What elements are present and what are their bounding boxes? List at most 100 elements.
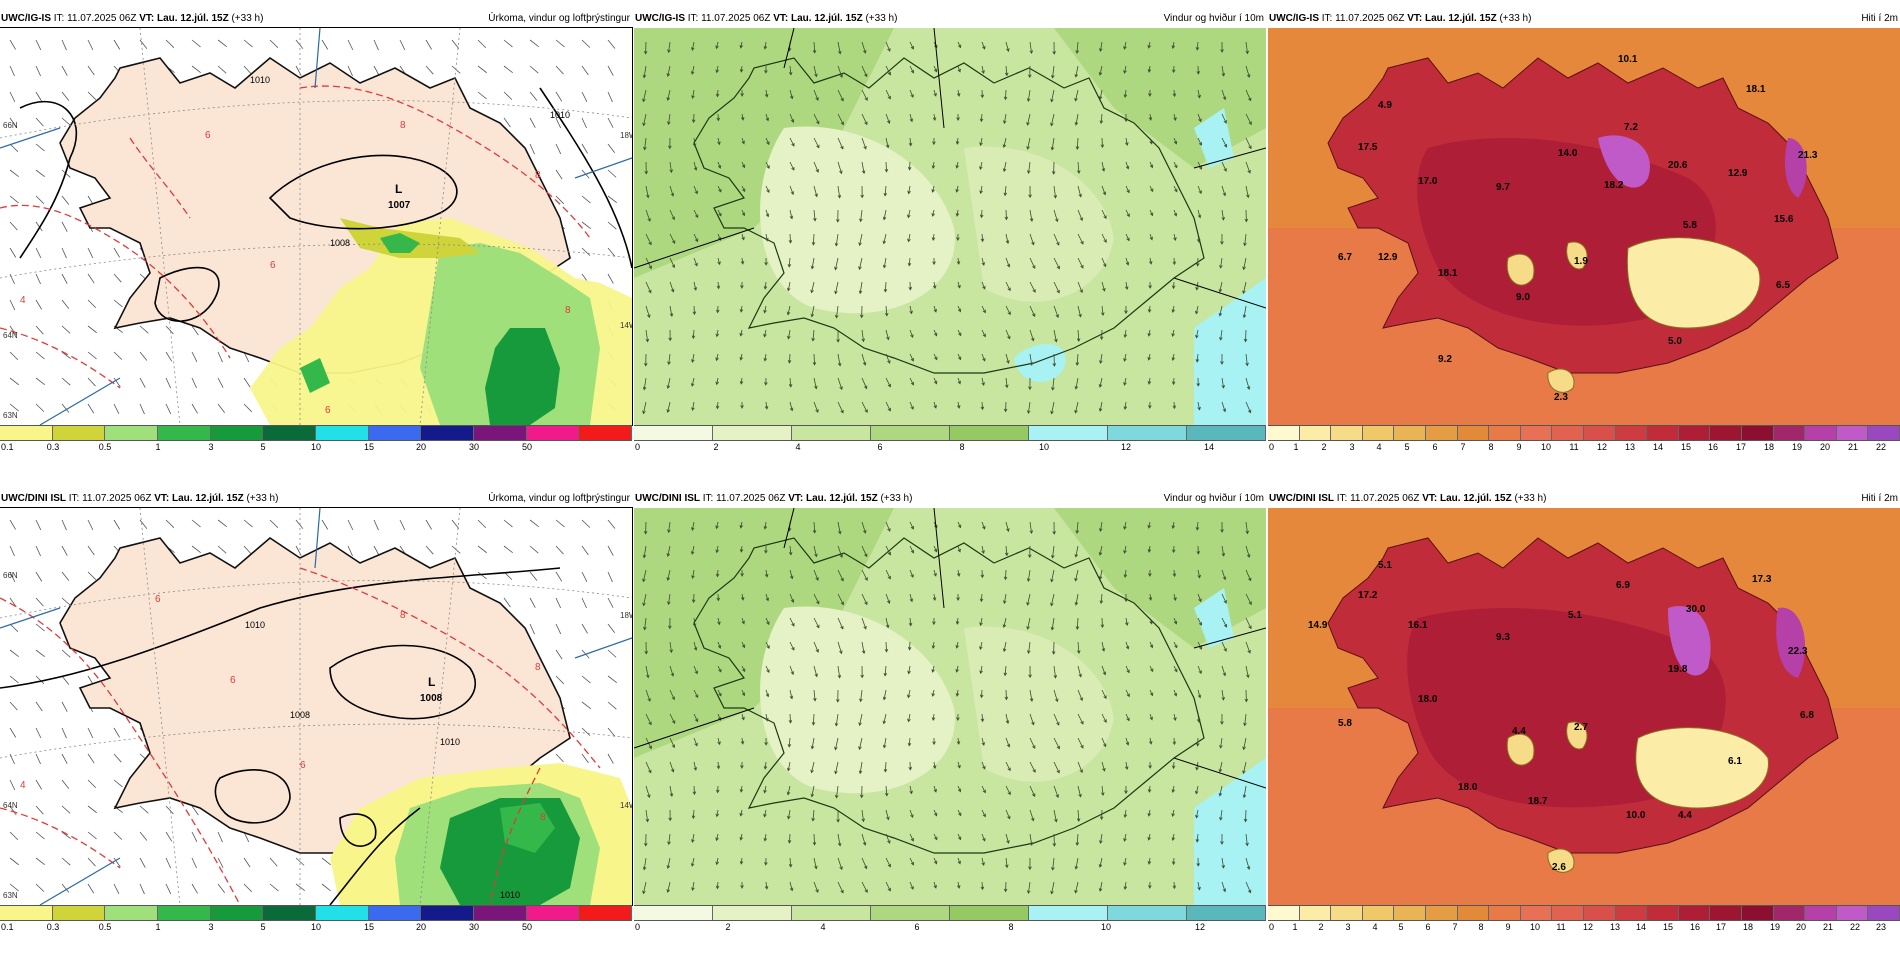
wind-arrow — [693, 233, 699, 243]
wind-arrow — [1123, 401, 1128, 411]
panel-header: UWC/DINI ISL IT: 11.07.2025 06Z VT: Lau.… — [1268, 490, 1900, 508]
wind-arrow — [1172, 881, 1177, 890]
wind-barb — [35, 325, 44, 335]
field-title: Úrkoma, vindur og loftþrýstingur — [488, 13, 630, 24]
colorbar-swatch — [1331, 906, 1363, 920]
wind-barb — [139, 883, 145, 895]
wind-barb — [61, 377, 71, 386]
wind-arrow — [1077, 785, 1082, 798]
wind-arrow — [1100, 137, 1105, 149]
wind-arrow — [789, 569, 794, 580]
temp-map[interactable]: 10.1 18.1 4.9 7.2 17.5 14.0 20.6 12.9 21… — [1268, 28, 1900, 425]
colorbar-swatch — [1805, 906, 1837, 920]
wind-barb — [9, 831, 19, 841]
wind-arrow — [1027, 641, 1031, 655]
wind-arrow — [834, 305, 839, 319]
colorbar-tick: 3 — [1345, 922, 1351, 932]
wind-arrow — [861, 41, 867, 54]
wind-arrow — [1196, 65, 1201, 75]
wind-arrow — [1242, 761, 1247, 775]
wind-arrow — [1005, 857, 1009, 869]
wind-arrow — [907, 713, 911, 723]
wind-barb — [607, 649, 617, 658]
wind-arrow — [666, 857, 671, 869]
wind-barb — [581, 623, 588, 634]
wind-barb — [503, 545, 513, 554]
colorbar-swatch — [1552, 906, 1584, 920]
wind-barb — [607, 727, 616, 737]
wind-arrow — [763, 329, 767, 338]
wind-map[interactable] — [634, 28, 1266, 425]
wind-arrow — [811, 233, 816, 246]
colorbar-swatch — [0, 906, 53, 920]
colorbar-tick: 21 — [1822, 922, 1834, 932]
wind-arrow — [739, 41, 744, 49]
wind-arrow — [1125, 257, 1130, 266]
wind-arrow — [1029, 521, 1034, 535]
colorbar-swatch — [1583, 906, 1616, 920]
wind-barb — [581, 701, 591, 710]
wind-arrow — [907, 689, 911, 699]
wind-barb — [607, 117, 614, 128]
wind-map[interactable] — [634, 508, 1266, 905]
temp-value: 6.9 — [1616, 580, 1630, 591]
colorbar-swatch — [1029, 906, 1108, 920]
precip-map[interactable]: L 1008 1010 1008 1010 1010 6 6 8 8 4 6 8… — [0, 507, 633, 906]
iceland-outline — [693, 537, 1205, 854]
colorbar-swatch — [210, 426, 264, 440]
wind-barb — [581, 545, 589, 556]
wind-barb — [9, 857, 19, 866]
wind-arrow — [813, 161, 819, 173]
temp-map[interactable]: 5.1 6.9 17.3 17.2 14.9 16.1 5.1 30.0 9.3… — [1268, 508, 1900, 905]
temp-value: 17.2 — [1358, 590, 1378, 601]
wind-arrow — [1075, 137, 1080, 150]
wind-barb — [191, 883, 198, 894]
wind-arrow — [813, 113, 820, 125]
wind-arrow — [1245, 41, 1249, 55]
colorbar-tick: 0.5 — [98, 922, 112, 932]
wind-barb — [35, 779, 43, 790]
colorbar-swatch — [474, 426, 527, 440]
wind-arrow — [907, 161, 912, 171]
wind-arrow — [1050, 617, 1055, 631]
wind-barb — [581, 117, 587, 129]
lat-tick: 64N — [3, 331, 18, 340]
colorbar-swatch — [263, 906, 317, 920]
wind-arrow — [885, 377, 891, 388]
wind-barb — [113, 519, 121, 530]
colorbar-tick: 21 — [1847, 442, 1859, 452]
wind-barb — [451, 519, 460, 529]
wind-arrow — [837, 161, 843, 175]
wind-arrow — [666, 401, 671, 413]
wind-arrow — [645, 713, 652, 726]
wind-arrow — [1245, 377, 1251, 390]
wind-arrow — [693, 281, 698, 291]
wind-arrow — [837, 857, 843, 871]
colorbar-swatch — [526, 426, 580, 440]
thickness-label: 4 — [20, 780, 26, 791]
wind-arrow — [834, 713, 839, 727]
wind-arrow — [1099, 809, 1104, 821]
wind-arrow — [812, 353, 817, 366]
wind-arrow — [1029, 713, 1035, 726]
wind-arrow — [739, 833, 743, 841]
colorbar-tick: 5 — [1404, 442, 1410, 452]
temp-value: 4.4 — [1678, 810, 1692, 821]
wind-arrow — [669, 185, 675, 197]
wind-arrow — [1171, 809, 1175, 818]
wind-arrow — [1243, 329, 1248, 343]
wind-arrow — [882, 257, 887, 269]
wind-arrow — [1221, 65, 1226, 77]
precip-map[interactable]: L 1007 1008 1010 1010 6 6 8 8 4 8 6 66N … — [0, 27, 633, 426]
wind-arrow — [1077, 689, 1083, 702]
wind-arrow — [1050, 593, 1055, 607]
wind-arrow — [834, 281, 839, 295]
lon-tick: 14W — [620, 321, 632, 330]
wind-barb — [9, 195, 19, 204]
colorbar-tick: 5 — [1398, 922, 1404, 932]
wind-barb — [139, 377, 146, 388]
wind-arrow — [1026, 569, 1031, 583]
temp-value: 6.8 — [1800, 710, 1814, 721]
temp-value: 17.3 — [1752, 574, 1772, 585]
wind-arrow — [1099, 329, 1104, 341]
